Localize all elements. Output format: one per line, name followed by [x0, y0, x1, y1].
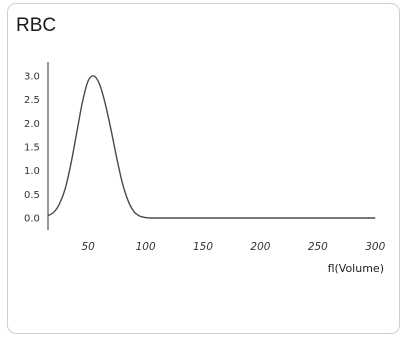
x-tick-label: 200: [250, 241, 270, 253]
y-tick-label: 2.0: [24, 119, 40, 130]
x-tick-label: 300: [365, 241, 385, 253]
y-tick-label: 1.5: [24, 143, 40, 154]
y-tick-label: 2.5: [24, 95, 40, 106]
x-tick-label: 100: [136, 241, 156, 253]
x-axis-label: fl(Volume): [328, 262, 384, 275]
x-tick-label: 50: [82, 241, 96, 253]
y-tick-label: 0.5: [24, 190, 40, 201]
card-title: RBC: [16, 15, 57, 36]
x-tick-label: 250: [308, 241, 328, 253]
x-tick-label: 150: [193, 241, 213, 253]
rbc-histogram-card: RBC: [7, 3, 400, 334]
rbc-distribution-curve: [47, 75, 376, 219]
y-tick-label: 3.0: [24, 72, 40, 83]
y-tick-labels: 0.0 0.5 1.0 1.5 2.0 2.5 3.0: [24, 72, 40, 225]
x-tick-labels: 50 100 150 200 250 300: [82, 241, 386, 253]
y-tick-label: 0.0: [24, 214, 40, 225]
y-tick-label: 1.0: [24, 166, 40, 177]
